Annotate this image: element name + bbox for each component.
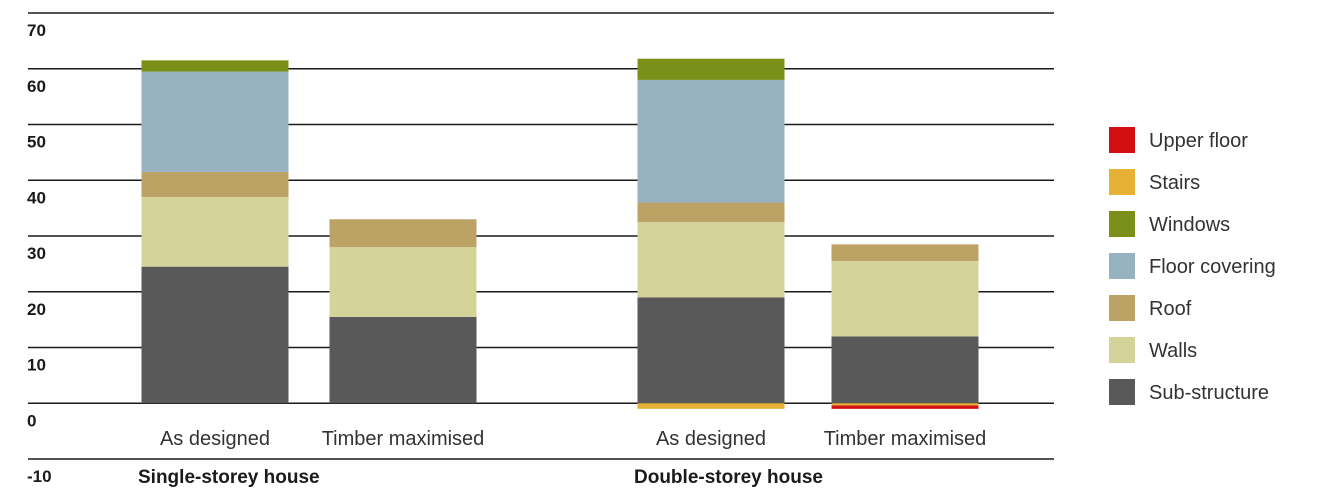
y-tick-label: 70 xyxy=(27,21,46,40)
bar-segment-stairs xyxy=(637,403,785,409)
bar-segment-windows xyxy=(141,60,289,72)
y-tick-label: -10 xyxy=(27,467,52,486)
bar-segment-walls xyxy=(141,196,289,267)
bar-segment-sub-structure xyxy=(637,297,785,404)
legend-swatch xyxy=(1109,211,1135,237)
legend-label: Sub-structure xyxy=(1149,382,1269,404)
bar-segment-walls xyxy=(831,261,979,337)
x-category-label: As designed xyxy=(656,428,766,450)
bar-segment-walls xyxy=(329,247,477,317)
legend-swatch xyxy=(1109,253,1135,279)
x-category-label: Timber maximised xyxy=(322,428,485,450)
bar-segment-upper-floor xyxy=(831,405,979,409)
legend-swatch xyxy=(1109,127,1135,153)
y-tick-label: 50 xyxy=(27,133,46,152)
y-tick-label: 30 xyxy=(27,244,46,263)
y-tick-label: 0 xyxy=(27,411,36,430)
bar-segment-roof xyxy=(329,219,477,248)
bar-segment-roof xyxy=(637,202,785,223)
group-label: Double-storey house xyxy=(634,467,823,488)
legend-label: Roof xyxy=(1149,298,1192,320)
x-category-label: Timber maximised xyxy=(824,428,987,450)
bars xyxy=(141,58,979,409)
group-label: Single-storey house xyxy=(138,467,320,488)
legend-swatch xyxy=(1109,295,1135,321)
legend-label: Walls xyxy=(1149,340,1197,362)
y-tick-label: 20 xyxy=(27,300,46,319)
legend-label: Floor covering xyxy=(1149,256,1276,278)
y-axis-tick-labels: 70 60 50 40 30 20 10 0 -10 xyxy=(27,21,52,486)
bar-segment-walls xyxy=(637,222,785,298)
group-labels: Single-storey house Double-storey house xyxy=(138,467,823,488)
x-axis-category-labels: As designed Timber maximised As designed Ti… xyxy=(160,428,986,450)
bar-segment-sub-structure xyxy=(329,316,477,404)
bar-segment-roof xyxy=(141,171,289,197)
bar-segment-floor-covering xyxy=(637,79,785,203)
bar-segment-roof xyxy=(831,244,979,262)
legend-swatch xyxy=(1109,337,1135,363)
legend-swatch xyxy=(1109,379,1135,405)
y-tick-label: 10 xyxy=(27,356,46,375)
bar-segment-windows xyxy=(637,58,785,80)
bar-segment-sub-structure xyxy=(141,266,289,404)
x-category-label: As designed xyxy=(160,428,270,450)
legend-label: Windows xyxy=(1149,214,1230,236)
bar-segment-floor-covering xyxy=(141,71,289,172)
bar-segment-sub-structure xyxy=(831,336,979,404)
legend-label: Stairs xyxy=(1149,172,1200,194)
legend-label: Upper floor xyxy=(1149,130,1248,152)
y-tick-label: 40 xyxy=(27,188,46,207)
bar-segment-stairs xyxy=(831,403,979,406)
legend: Upper floor Stairs Windows Floor covering Ro… xyxy=(1109,127,1276,405)
y-tick-label: 60 xyxy=(27,77,46,96)
legend-swatch xyxy=(1109,169,1135,195)
